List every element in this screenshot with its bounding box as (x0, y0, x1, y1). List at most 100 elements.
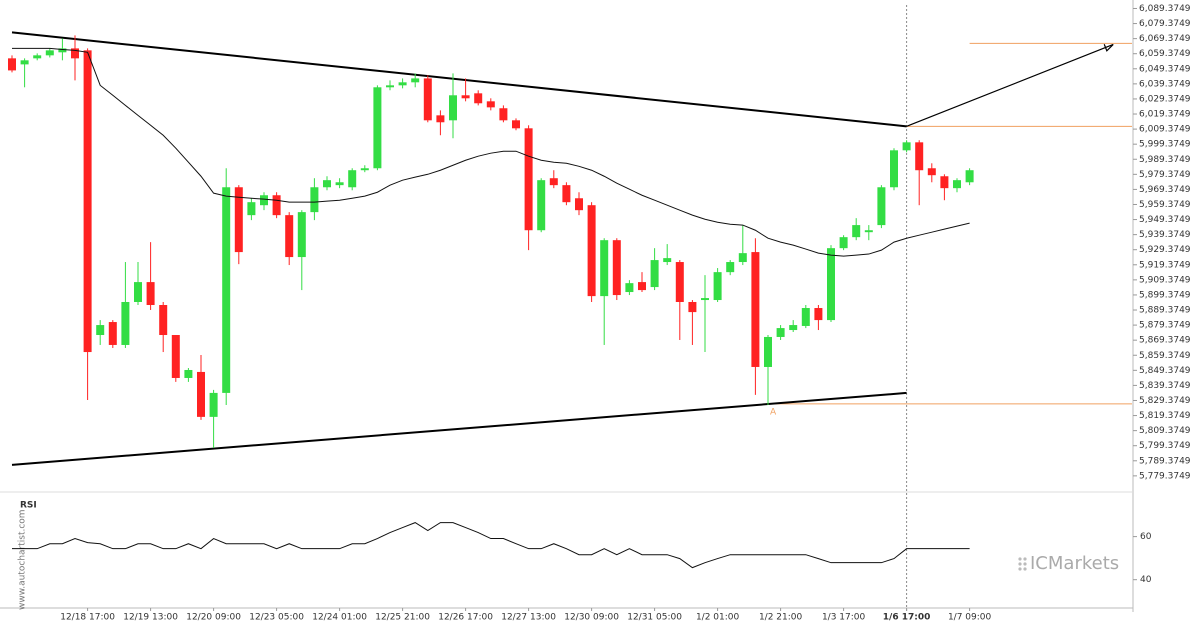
candle-body (713, 272, 722, 301)
y-tick-label: 5,999.3749 (1139, 140, 1191, 150)
candle-body (625, 283, 634, 293)
candle-body (146, 282, 155, 306)
candle-body (839, 237, 848, 249)
candle-body (953, 180, 961, 189)
candle-body (121, 301, 130, 345)
x-tick-label: 12/30 09:00 (564, 613, 619, 623)
candle-body (234, 187, 243, 253)
candle-body (499, 108, 508, 121)
rsi-tick-label: 40 (1140, 575, 1152, 585)
x-tick-label: 12/27 13:00 (501, 613, 556, 623)
candle-body (726, 262, 735, 273)
y-tick-label: 5,889.3749 (1139, 306, 1191, 316)
y-tick-label: 6,019.3749 (1139, 110, 1191, 120)
y-tick-label: 6,069.3749 (1139, 34, 1191, 44)
candle-body (524, 128, 533, 231)
y-tick-label: 5,909.3749 (1139, 275, 1191, 285)
candle-body (171, 335, 180, 378)
y-tick-label: 6,009.3749 (1139, 125, 1191, 135)
arrow-head (1103, 44, 1114, 52)
candle-body (776, 328, 785, 337)
candle-body (512, 120, 520, 129)
y-tick-label: 5,879.3749 (1139, 321, 1191, 331)
candle-body (197, 371, 205, 417)
y-tick-label: 5,949.3749 (1139, 215, 1191, 225)
x-tick-label: 12/18 17:00 (60, 613, 115, 623)
candle-body (260, 195, 268, 206)
candle-body (701, 298, 709, 301)
y-tick-label: 5,869.3749 (1139, 336, 1191, 346)
candle-body (285, 215, 294, 258)
x-tick-label: 12/25 21:00 (375, 613, 430, 623)
candle-body (310, 187, 319, 213)
candle-body (398, 82, 407, 86)
candle-body (927, 168, 936, 176)
candle-body (386, 85, 394, 88)
candle-body (965, 170, 974, 183)
y-tick-label: 6,029.3749 (1139, 94, 1191, 104)
x-tick-label: 12/31 05:00 (627, 613, 682, 623)
candle-body (360, 168, 369, 171)
candle-body (915, 142, 924, 171)
x-tick-label: 12/26 17:00 (438, 613, 493, 623)
x-tick-label: 1/6 17:00 (883, 613, 931, 623)
candle-body (348, 170, 357, 188)
rsi-label: RSI (20, 501, 37, 511)
candle-body (209, 392, 218, 417)
trendline (11, 31, 907, 128)
candle-body (33, 55, 42, 59)
y-tick-label: 5,929.3749 (1139, 245, 1191, 255)
candle-body (436, 115, 445, 123)
x-tick-label: 12/19 13:00 (123, 613, 178, 623)
candle-body (663, 258, 672, 263)
moving-average (12, 47, 970, 257)
y-tick-label: 5,799.3749 (1139, 441, 1191, 451)
candle-body (58, 48, 67, 53)
y-tick-label: 5,959.3749 (1139, 200, 1191, 210)
candle-body (562, 185, 571, 203)
candle-body (852, 225, 861, 238)
candle-body (638, 282, 646, 291)
candle-body (890, 150, 898, 188)
logo: ICMarkets (1030, 553, 1119, 574)
candle-body (373, 87, 382, 169)
candle-body (272, 195, 281, 216)
y-tick-label: 5,969.3749 (1139, 185, 1191, 195)
x-tick-label: 12/20 09:00 (186, 613, 241, 623)
candle-body (247, 202, 256, 216)
candle-body (411, 78, 420, 83)
candle-body (688, 301, 697, 313)
candle-body (297, 212, 306, 258)
x-tick-label: 1/7 09:00 (948, 613, 992, 623)
candle-body (108, 322, 117, 345)
y-tick-label: 5,809.3749 (1139, 426, 1191, 436)
rsi-tick-label: 60 (1140, 532, 1152, 542)
candle-body (159, 305, 168, 336)
candle-body (801, 308, 810, 326)
candle-body (96, 325, 105, 336)
y-tick-label: 5,789.3749 (1139, 456, 1191, 466)
y-tick-label: 5,779.3749 (1139, 471, 1191, 481)
candle-body (45, 50, 54, 56)
candle-body (940, 176, 949, 189)
y-tick-label: 5,849.3749 (1139, 366, 1191, 376)
candle-body (549, 178, 558, 186)
candle-body (814, 308, 823, 321)
candle-body (222, 187, 231, 393)
candle-body (423, 78, 432, 121)
y-tick-label: 5,899.3749 (1139, 290, 1191, 300)
y-tick-label: 6,089.3749 (1139, 4, 1191, 14)
x-tick-label: 1/3 17:00 (822, 613, 866, 623)
candle-body (600, 240, 609, 297)
candle-body (877, 187, 886, 226)
y-tick-label: 6,049.3749 (1139, 64, 1191, 74)
y-tick-label: 6,079.3749 (1139, 19, 1191, 29)
candle-body (474, 93, 483, 104)
trendline (11, 391, 907, 466)
candle-body (587, 205, 596, 297)
candle-body (902, 142, 911, 151)
candle-body (650, 260, 659, 288)
candle-body (738, 253, 747, 263)
